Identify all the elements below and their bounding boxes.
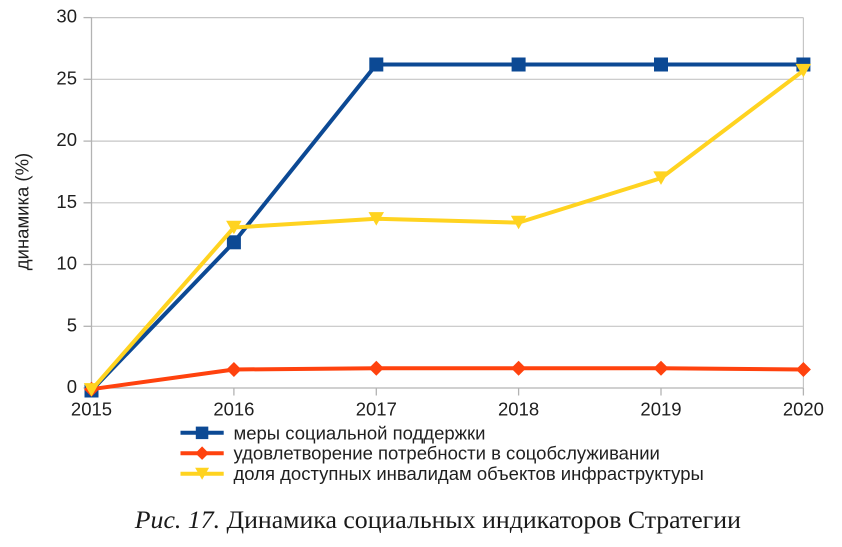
svg-text:меры социальной поддержки: меры социальной поддержки (234, 422, 486, 443)
svg-text:10: 10 (56, 253, 77, 274)
svg-text:2019: 2019 (640, 399, 681, 420)
svg-text:15: 15 (56, 191, 77, 212)
svg-text:0: 0 (67, 376, 77, 397)
svg-text:25: 25 (56, 67, 77, 88)
svg-text:2020: 2020 (783, 399, 824, 420)
svg-text:5: 5 (67, 314, 77, 335)
svg-text:30: 30 (56, 6, 77, 27)
svg-text:Рис. 17. Динамика социальных и: Рис. 17. Динамика социальных индикаторов… (134, 505, 741, 534)
svg-text:2018: 2018 (498, 399, 539, 420)
svg-text:20: 20 (56, 129, 77, 150)
svg-text:удовлетворение потребности в с: удовлетворение потребности в соцобслужив… (234, 443, 660, 464)
svg-text:2015: 2015 (71, 399, 112, 420)
svg-text:доля доступных инвалидам объек: доля доступных инвалидам объектов инфрас… (234, 463, 704, 484)
svg-text:2016: 2016 (213, 399, 254, 420)
svg-text:2017: 2017 (356, 399, 397, 420)
svg-text:динамика (%): динамика (%) (12, 153, 33, 270)
